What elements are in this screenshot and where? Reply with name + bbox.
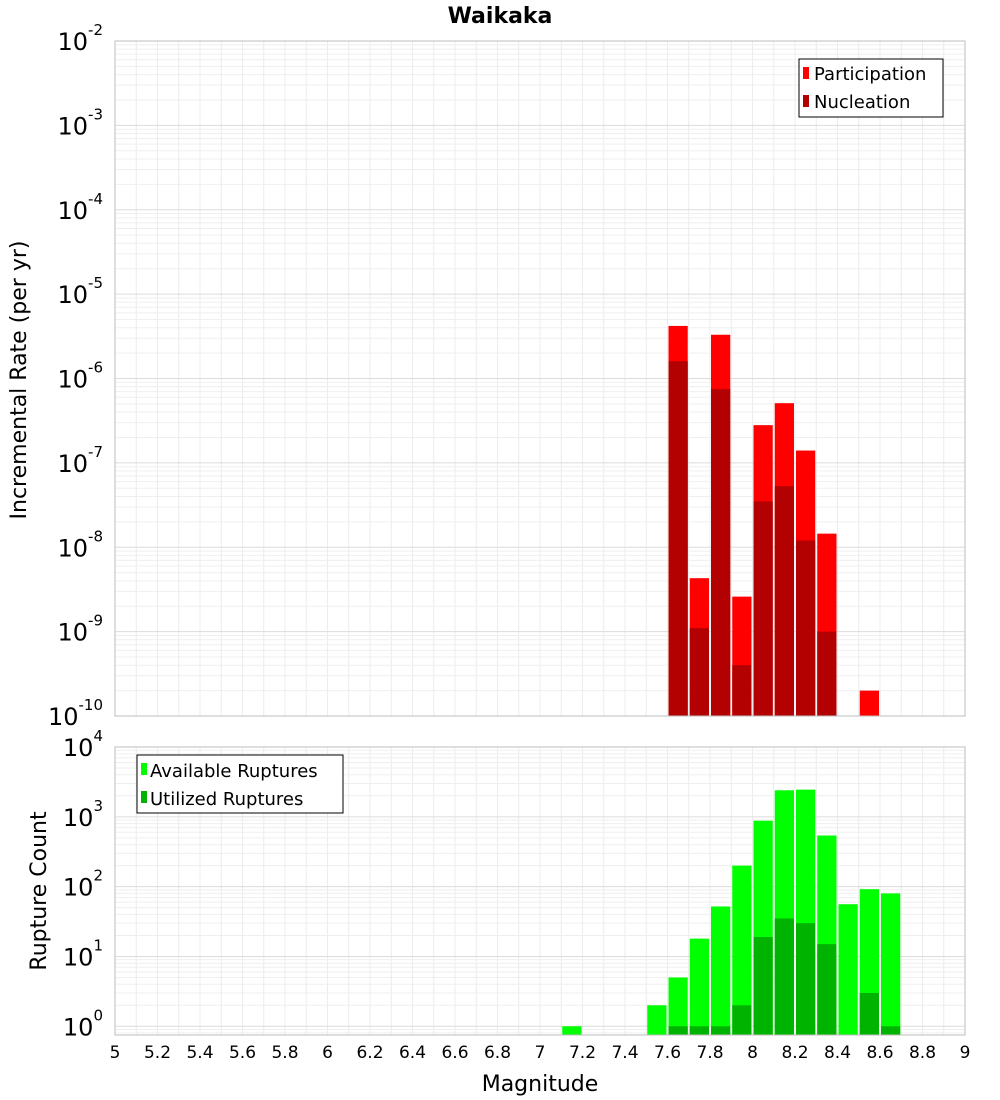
top-panel: 10-10 10-9 10-8 10-7 10-6 10-5 10-4 10-3 10-2 In…: [7, 21, 966, 731]
bar-available-ruptures: [647, 1005, 667, 1035]
bar-available-ruptures: [689, 938, 709, 1035]
x-tick-label: 7.4: [611, 1043, 638, 1063]
bottom-panel: 100 101 102 103 104 5 5.2 5.4 5.6 5.8 6 6.2 6.4 6.6 6…: [27, 727, 970, 1097]
x-axis-label: Magnitude: [482, 1072, 599, 1097]
bottom-y-ticks: 100 101 102 103 104: [63, 727, 103, 1041]
bar-nucleation: [711, 389, 731, 716]
bar-participation: [859, 690, 879, 716]
x-tick-label: 6: [322, 1043, 333, 1063]
x-tick-label: 8.6: [866, 1043, 893, 1063]
bar-available-ruptures: [838, 904, 858, 1035]
bottom-bars: [562, 789, 901, 1035]
top-plot-border: [114, 40, 966, 717]
bar-utilized-ruptures: [881, 1026, 901, 1035]
y-tick-label: 10-7: [57, 443, 103, 478]
top-legend: Participation Nucleation: [798, 58, 944, 118]
bar-available-ruptures: [881, 893, 901, 1035]
x-tick-label: 8.2: [781, 1043, 808, 1063]
legend-swatch-utilized: [141, 791, 147, 803]
legend-label-utilized: Utilized Ruptures: [150, 789, 303, 810]
bar-nucleation: [732, 665, 752, 716]
top-grid: [114, 40, 966, 717]
x-tick-label: 7.6: [654, 1043, 681, 1063]
chart-title: Waikaka: [448, 4, 553, 29]
top-legend-box: [798, 58, 944, 118]
x-tick-label: 7.8: [696, 1043, 723, 1063]
bar-utilized-ruptures: [753, 936, 773, 1035]
bar-available-ruptures: [732, 865, 752, 1035]
legend-label-available: Available Ruptures: [150, 761, 318, 782]
legend-swatch-nucleation: [803, 95, 809, 107]
bottom-legend: Available Ruptures Utilized Ruptures: [136, 754, 344, 814]
y-tick-label: 10-3: [57, 105, 103, 140]
bar-nucleation: [796, 540, 816, 716]
bar-utilized-ruptures: [774, 918, 794, 1035]
x-tick-label: 9: [960, 1043, 971, 1063]
x-tick-label: 6.6: [441, 1043, 468, 1063]
y-tick-label: 102: [63, 867, 103, 902]
bar-nucleation: [689, 628, 709, 716]
legend-label-participation: Participation: [814, 64, 926, 85]
legend-label-nucleation: Nucleation: [814, 92, 910, 113]
x-tick-label: 7: [535, 1043, 546, 1063]
bar-nucleation: [817, 631, 837, 716]
x-tick-label: 8.4: [824, 1043, 851, 1063]
y-tick-label: 10-10: [48, 696, 103, 731]
bottom-legend-box: [136, 754, 344, 814]
x-tick-label: 6.8: [484, 1043, 511, 1063]
bar-available-ruptures: [562, 1026, 582, 1035]
y-tick-label: 100: [63, 1006, 103, 1041]
x-tick-label: 6.4: [399, 1043, 426, 1063]
bar-available-ruptures: [711, 906, 731, 1035]
y-tick-label: 10-4: [57, 190, 103, 225]
x-tick-label: 5.8: [271, 1043, 298, 1063]
bar-nucleation: [753, 501, 773, 716]
y-tick-label: 10-6: [57, 359, 103, 394]
y-tick-label: 10-5: [57, 274, 103, 309]
bar-utilized-ruptures: [859, 992, 879, 1035]
bar-utilized-ruptures: [817, 944, 837, 1035]
bar-nucleation: [774, 486, 794, 716]
bar-utilized-ruptures: [796, 923, 816, 1035]
x-tick-label: 5.4: [186, 1043, 213, 1063]
bar-utilized-ruptures: [668, 1026, 688, 1035]
y-tick-label: 10-2: [57, 21, 103, 56]
top-y-ticks: 10-10 10-9 10-8 10-7 10-6 10-5 10-4 10-3 10-2: [48, 21, 103, 731]
x-ticks: 5 5.2 5.4 5.6 5.8 6 6.2 6.4 6.6 6.8 7 7.2 7.4 7.6 7.8 8…: [110, 1043, 971, 1063]
bar-utilized-ruptures: [732, 1005, 752, 1035]
bar-nucleation: [668, 361, 688, 716]
top-y-axis-label: Incremental Rate (per yr): [7, 241, 32, 520]
x-tick-label: 5.2: [144, 1043, 171, 1063]
legend-swatch-available: [141, 763, 147, 775]
bar-utilized-ruptures: [711, 1026, 731, 1035]
bar-available-ruptures: [668, 977, 688, 1035]
x-tick-label: 7.2: [569, 1043, 596, 1063]
bottom-y-axis-label: Rupture Count: [27, 811, 52, 971]
top-bars: [668, 325, 879, 716]
x-tick-label: 5.6: [229, 1043, 256, 1063]
y-tick-label: 101: [63, 936, 103, 971]
bottom-plot-border: [114, 746, 966, 1036]
x-tick-label: 8.8: [909, 1043, 936, 1063]
y-tick-label: 10-9: [57, 612, 103, 647]
x-tick-label: 8: [747, 1043, 758, 1063]
legend-swatch-participation: [803, 67, 809, 79]
bar-utilized-ruptures: [689, 1026, 709, 1035]
y-tick-label: 10-8: [57, 527, 103, 562]
y-tick-label: 104: [63, 727, 103, 762]
y-tick-label: 103: [63, 797, 103, 832]
x-tick-label: 6.2: [356, 1043, 383, 1063]
x-tick-label: 5: [110, 1043, 121, 1063]
